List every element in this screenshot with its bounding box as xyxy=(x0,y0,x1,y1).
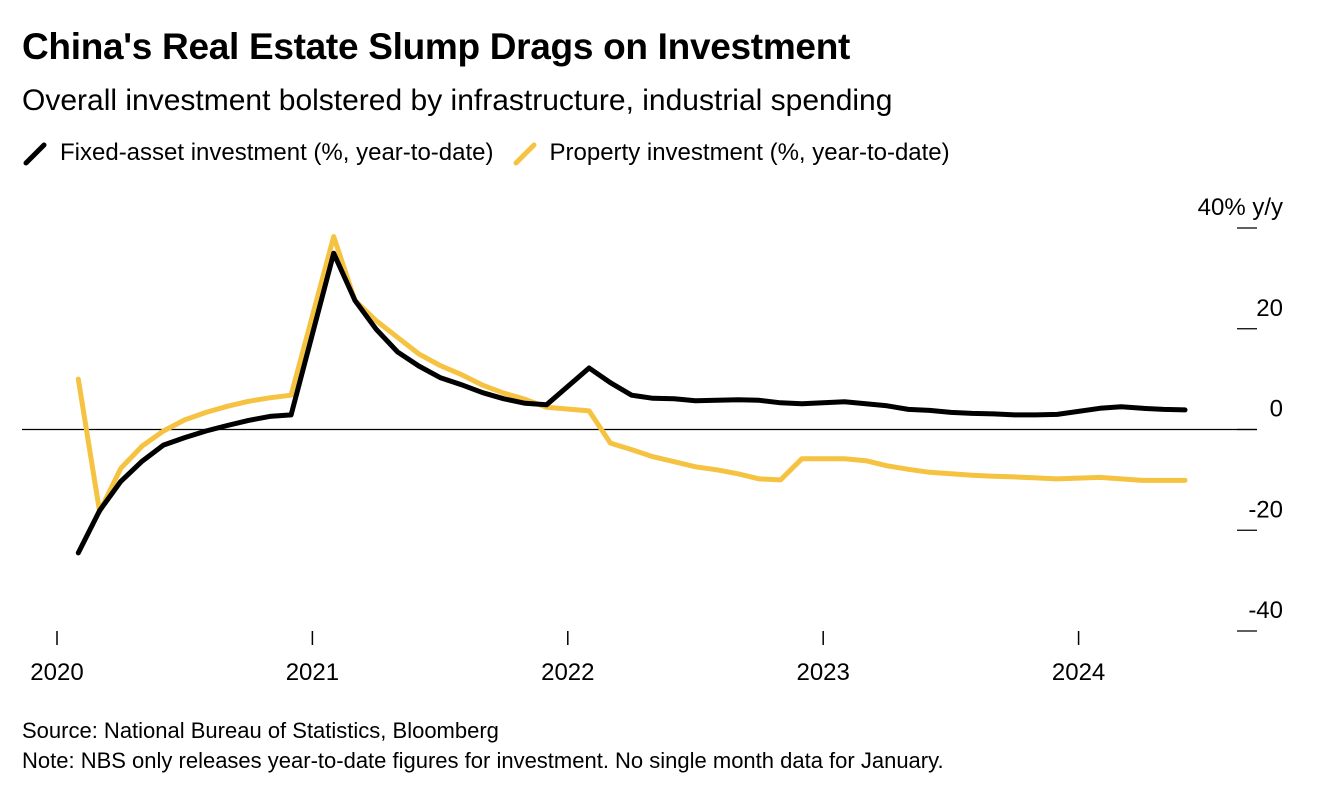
x-tick-label-0: 2020 xyxy=(30,659,83,686)
series-line-property xyxy=(75,234,1188,515)
x-tick-label-4: 2024 xyxy=(1052,659,1105,686)
legend: Fixed-asset investment (%, year-to-date)… xyxy=(22,139,968,167)
chart-title: China's Real Estate Slump Drags on Inves… xyxy=(22,26,851,67)
legend-swatch-fixed-asset xyxy=(23,142,47,166)
y-tick-label-0: 40% y/y xyxy=(1198,194,1283,221)
x-tick-label-3: 2023 xyxy=(796,659,849,686)
legend-item-property: Property investment (%, year-to-date) xyxy=(512,139,950,167)
chart-subtitle: Overall investment bolstered by infrastr… xyxy=(22,84,893,117)
series-line-fixed-asset xyxy=(75,250,1188,556)
legend-label-property: Property investment (%, year-to-date) xyxy=(549,139,950,166)
x-tick-label-2: 2022 xyxy=(541,659,594,686)
source-note: Source: National Bureau of Statistics, B… xyxy=(22,718,499,743)
legend-swatch-property xyxy=(513,142,536,166)
legend-label-fixed-asset: Fixed-asset investment (%, year-to-date) xyxy=(60,139,494,166)
y-tick-label-1: 20 xyxy=(1256,295,1283,322)
footnotes: Source: National Bureau of Statistics, B… xyxy=(22,716,944,776)
y-tick-label-3: -20 xyxy=(1248,496,1283,523)
data-note: Note: NBS only releases year-to-date fig… xyxy=(22,748,944,773)
legend-item-fixed-asset: Fixed-asset investment (%, year-to-date) xyxy=(22,139,494,167)
y-tick-label-4: -40 xyxy=(1248,597,1283,624)
x-tick-label-1: 2021 xyxy=(286,659,339,686)
y-tick-label-2: 0 xyxy=(1270,396,1283,423)
